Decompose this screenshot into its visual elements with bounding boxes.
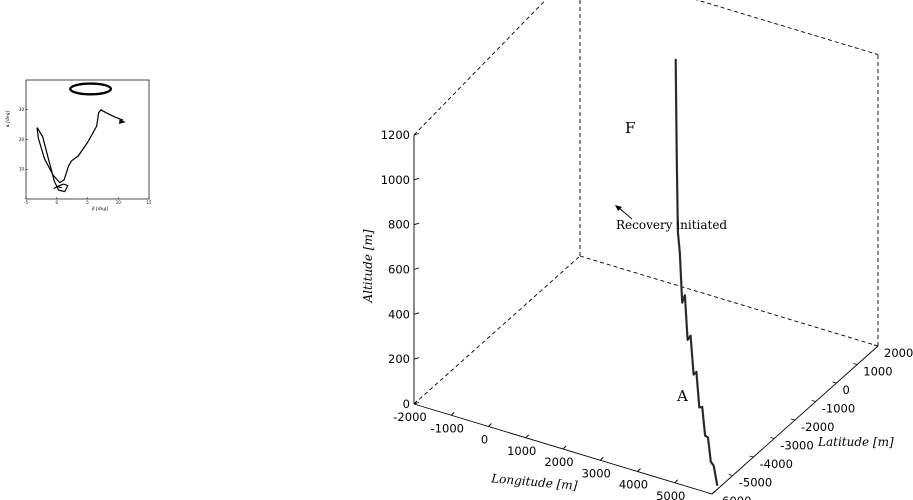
trajectory-3d-chart: 0 200 400 600 800 1000 1200 -2000 -1000 0 1000 200… [361, 0, 913, 500]
latitude-tick-mark [873, 344, 879, 347]
longitude-tick-mark [637, 468, 641, 472]
box-edge-dashed [695, 0, 879, 56]
altitude-ticks: 0 200 400 600 800 1000 1200 [381, 128, 420, 411]
longitude-tick-mark [488, 423, 492, 427]
altitude-tick-label: 600 [388, 263, 410, 277]
box-edge-dashed [413, 255, 581, 405]
inset-trajectory-line [36, 109, 124, 193]
inset-y-tick-label: 30 [19, 107, 25, 112]
altitude-tick-mark [413, 267, 420, 270]
longitude-tick-label: 2000 [544, 455, 573, 469]
altitude-axis-label: Altitude [m] [361, 229, 375, 303]
altitude-tick-mark [413, 133, 420, 136]
latitude-tick-mark [832, 381, 837, 384]
latitude-tick-label: 2000 [884, 346, 913, 360]
inset-x-tick-label: -5 [24, 200, 28, 205]
altitude-tick-mark [413, 312, 420, 315]
latitude-ticks: -6000 -5000 -4000 -3000 -2000 -1000 0 1000 2000 [707, 344, 913, 500]
longitude-ticks: -2000-10000100020003000400050006000 [393, 400, 716, 500]
inset-direction-arrow [119, 119, 126, 124]
start-label: A [676, 387, 688, 405]
altitude-tick-mark [413, 222, 420, 226]
inset-y-tick-label: 10 [19, 167, 25, 172]
longitude-tick-label: 1000 [507, 444, 536, 458]
latitude-tick-mark [790, 418, 796, 421]
latitude-tick-mark [853, 363, 858, 365]
latitude-tick-mark [728, 474, 733, 476]
longitude-tick-label: 5000 [656, 489, 685, 500]
inset-y-tick-label: 20 [19, 137, 25, 142]
longitude-tick-label: 4000 [619, 478, 648, 492]
altitude-tick-label: 800 [388, 218, 410, 232]
trajectory-markers [675, 58, 718, 486]
altitude-tick-label: 400 [388, 307, 410, 321]
latitude-tick-label: -5000 [739, 476, 772, 490]
inset-x-tick-label: 15 [146, 200, 152, 205]
longitude-tick-label: 0 [481, 433, 488, 447]
recovery-annotation: Recovery initiated [616, 218, 727, 232]
longitude-tick-mark [525, 434, 530, 439]
inset-x-axis-label: β [deg] [91, 206, 108, 212]
latitude-tick-mark [770, 437, 775, 439]
inset-frame [25, 79, 150, 200]
inset-x-tick-label: 5 [86, 200, 89, 205]
inset-x-tick-label: 10 [116, 200, 122, 205]
latitude-tick-label: -4000 [760, 457, 793, 471]
longitude-tick-label: -1000 [431, 421, 464, 435]
box-edge-dashed [579, 255, 879, 347]
longitude-axis-label: Longitude [m] [490, 471, 579, 493]
altitude-tick-mark [413, 177, 420, 181]
latitude-tick-label: 0 [843, 383, 850, 397]
inset-y-axis-label: α [deg] [5, 111, 11, 128]
latitude-tick-label: -3000 [780, 439, 813, 453]
longitude-tick-label: -2000 [393, 410, 426, 424]
longitude-tick-mark [562, 445, 567, 450]
altitude-tick-label: 1000 [381, 173, 410, 187]
inset-x-tick-label: 0 [55, 200, 58, 205]
altitude-tick-mark [413, 357, 420, 360]
latitude-tick-mark [811, 400, 816, 402]
inset-x-ticks: -5 0 5 10 15 [24, 197, 152, 205]
end-label: F [625, 119, 635, 137]
latitude-tick-mark [749, 455, 754, 458]
latitude-tick-label: -6000 [718, 494, 751, 500]
altitude-tick-label: 1200 [381, 128, 410, 142]
latitude-tick-label: 1000 [863, 365, 892, 379]
longitude-tick-label: 3000 [582, 466, 611, 480]
altitude-tick-label: 0 [403, 397, 410, 411]
longitude-tick-mark [674, 479, 679, 484]
latitude-axis-label: Latitude [m] [817, 435, 894, 449]
longitude-tick-mark [599, 456, 604, 461]
latitude-tick-mark [707, 492, 713, 495]
longitude-tick-mark [413, 400, 418, 405]
latitude-tick-label: -1000 [822, 402, 855, 416]
annotation-arrow-line [618, 207, 633, 220]
box-edge-dashed [413, 0, 547, 136]
longitude-tick-mark [450, 411, 455, 416]
longitude-tick-mark [711, 490, 716, 495]
annotation-arrow-head [615, 205, 622, 211]
altitude-tick-label: 200 [388, 352, 410, 366]
trajectory-line [674, 58, 719, 486]
latitude-tick-label: -2000 [801, 420, 834, 434]
inset-y-ticks: 10 20 30 [19, 107, 28, 172]
inset-orbit-loop [69, 82, 113, 96]
inset-chart: -5 0 5 10 15 10 20 30 β [deg] α [deg] [5, 79, 152, 212]
